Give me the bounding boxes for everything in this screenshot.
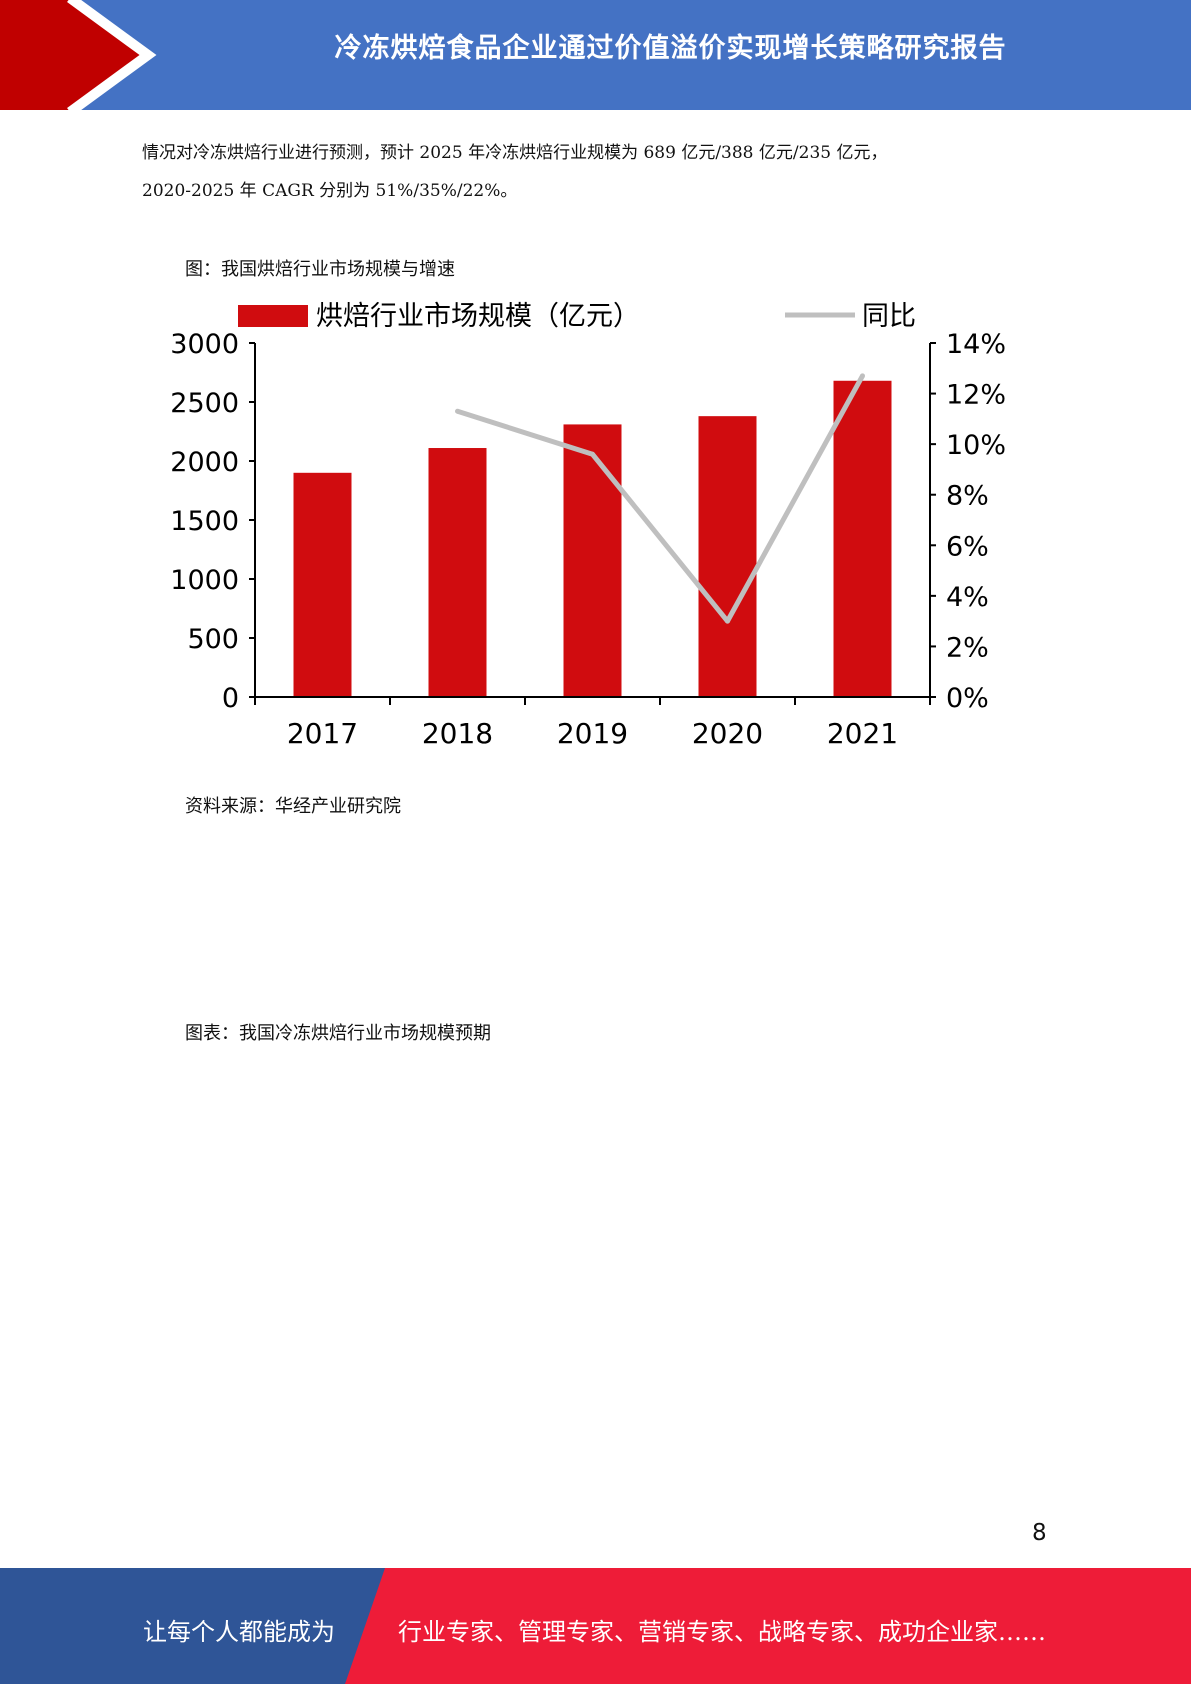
- left-tick-label: 3000: [170, 329, 239, 360]
- footer-slogan-right: 行业专家、管理专家、营销专家、战略专家、成功企业家……: [398, 1618, 1046, 1646]
- left-tick-label: 1500: [170, 506, 239, 537]
- x-tick-label: 2019: [557, 717, 628, 750]
- page-number: 8: [1032, 1520, 1047, 1546]
- right-tick-label: 12%: [946, 380, 1006, 411]
- left-tick-label: 500: [187, 624, 239, 655]
- right-tick-label: 2%: [946, 632, 989, 663]
- yoy-point-2019: [590, 451, 595, 457]
- bar-2017: [293, 472, 352, 697]
- left-tick-label: 2500: [170, 388, 239, 419]
- right-tick-label: 8%: [946, 481, 989, 512]
- x-tick-label: 2021: [827, 717, 898, 750]
- right-tick-label: 0%: [946, 683, 989, 714]
- market-size-chart: 烘焙行业市场规模（亿元） 同比 0 500 1000 1500 2000 2500 3000 0%…: [170, 301, 1006, 750]
- left-tick-label: 2000: [170, 447, 239, 478]
- footer-background: [0, 1568, 1191, 1684]
- paragraph-line: 情况对冷冻烘焙行业进行预测，预计 2025 年冷冻烘焙行业规模为 689 亿元/…: [142, 143, 888, 163]
- left-tick-label: 0: [222, 683, 239, 714]
- right-tick-label: 6%: [946, 531, 989, 562]
- bar-2018: [428, 448, 487, 697]
- paragraph-line: 2020-2025 年 CAGR 分别为 51%/35%/22%。: [142, 181, 518, 201]
- figure-caption: 图：我国烘焙行业市场规模与增速: [185, 259, 455, 280]
- legend-bar-swatch: [238, 305, 308, 327]
- right-tick-label: 14%: [946, 329, 1006, 360]
- right-tick-label: 4%: [946, 582, 989, 613]
- x-tick-label: 2018: [422, 717, 493, 750]
- bar-2019: [563, 424, 622, 697]
- yoy-growth-line: [456, 374, 865, 624]
- document-title: 冷冻烘焙食品企业通过价值溢价实现增长策略研究报告: [334, 33, 1007, 64]
- bar-2020: [698, 416, 757, 697]
- right-tick-label: 10%: [946, 430, 1006, 461]
- bar-2021: [833, 380, 892, 697]
- x-tick-label: 2017: [287, 717, 358, 750]
- yoy-point-2018: [455, 408, 460, 414]
- yoy-point-2021: [860, 373, 865, 379]
- left-tick-label: 1000: [170, 565, 239, 596]
- table-caption: 图表：我国冷冻烘焙行业市场规模预期: [185, 1023, 491, 1044]
- x-tick-label: 2020: [692, 717, 763, 750]
- header-arrow-decoration: [0, 0, 157, 110]
- page-footer: 让每个人都能成为 行业专家、管理专家、营销专家、战略专家、成功企业家……: [0, 1568, 1191, 1684]
- legend-line-label: 同比: [862, 301, 916, 332]
- yoy-point-2020: [725, 618, 730, 624]
- source-note: 资料来源：华经产业研究院: [185, 796, 401, 817]
- page-header: 冷冻烘焙食品企业通过价值溢价实现增长策略研究报告: [0, 0, 1191, 110]
- body-paragraph: 情况对冷冻烘焙行业进行预测，预计 2025 年冷冻烘焙行业规模为 689 亿元/…: [142, 134, 1042, 210]
- legend-bar-label: 烘焙行业市场规模（亿元）: [316, 301, 640, 332]
- footer-slogan-left: 让每个人都能成为: [143, 1618, 335, 1646]
